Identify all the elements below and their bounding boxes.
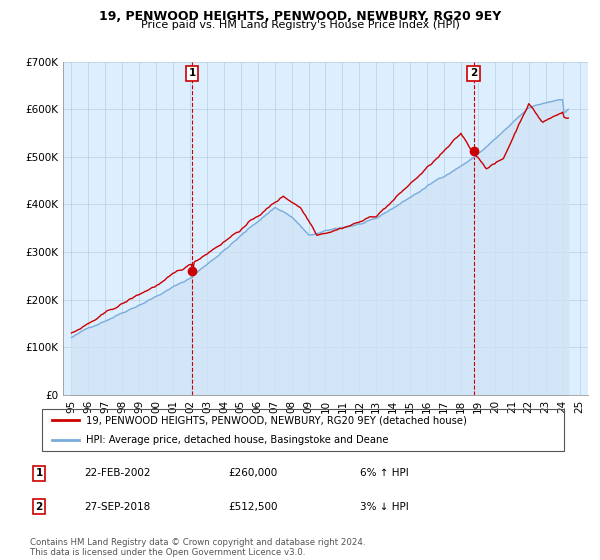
Text: 27-SEP-2018: 27-SEP-2018 <box>84 502 150 512</box>
Text: 2: 2 <box>470 68 477 78</box>
Text: £260,000: £260,000 <box>228 468 277 478</box>
Text: 19, PENWOOD HEIGHTS, PENWOOD, NEWBURY, RG20 9EY: 19, PENWOOD HEIGHTS, PENWOOD, NEWBURY, R… <box>99 10 501 23</box>
Text: Price paid vs. HM Land Registry's House Price Index (HPI): Price paid vs. HM Land Registry's House … <box>140 20 460 30</box>
Text: 1: 1 <box>35 468 43 478</box>
Text: Contains HM Land Registry data © Crown copyright and database right 2024.
This d: Contains HM Land Registry data © Crown c… <box>30 538 365 557</box>
Text: 22-FEB-2002: 22-FEB-2002 <box>84 468 151 478</box>
Text: £512,500: £512,500 <box>228 502 277 512</box>
Text: 19, PENWOOD HEIGHTS, PENWOOD, NEWBURY, RG20 9EY (detached house): 19, PENWOOD HEIGHTS, PENWOOD, NEWBURY, R… <box>86 415 467 425</box>
Text: 2: 2 <box>35 502 43 512</box>
Text: 3% ↓ HPI: 3% ↓ HPI <box>360 502 409 512</box>
Text: 1: 1 <box>188 68 196 78</box>
Text: 6% ↑ HPI: 6% ↑ HPI <box>360 468 409 478</box>
Text: HPI: Average price, detached house, Basingstoke and Deane: HPI: Average price, detached house, Basi… <box>86 435 389 445</box>
